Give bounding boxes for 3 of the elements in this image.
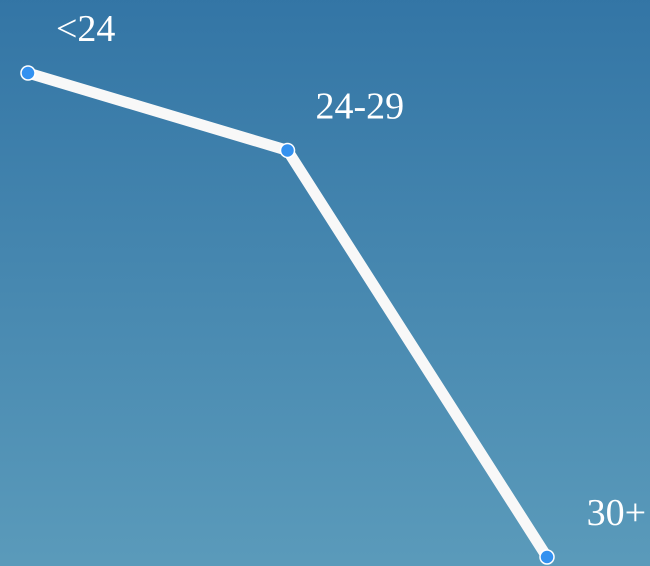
x-tick-label: 24-29 xyxy=(316,85,404,128)
x-tick-label: 30+ xyxy=(586,492,646,534)
x-tick-label: <24 xyxy=(56,8,116,50)
